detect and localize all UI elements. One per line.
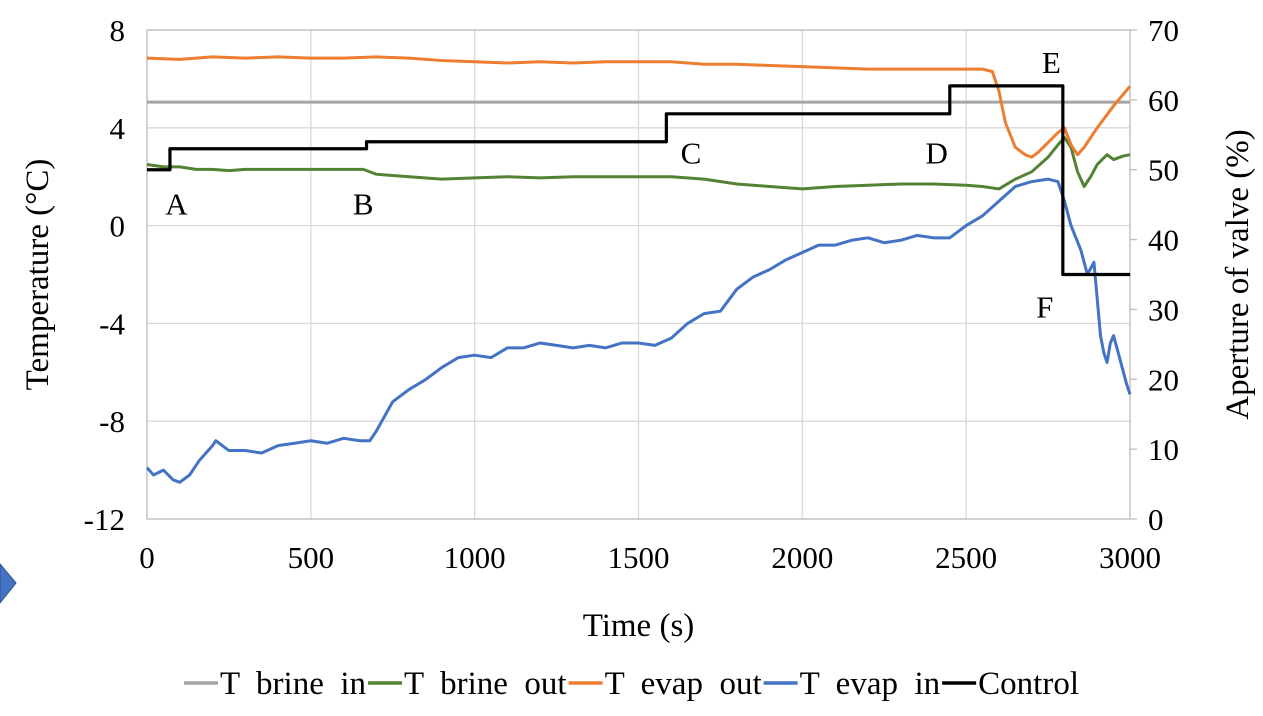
arrow-shape (0, 563, 17, 604)
point-annotation: C (681, 135, 702, 170)
y2-tick-label: 70 (1148, 13, 1179, 48)
y-axis-title: Temperature (°C) (20, 159, 56, 391)
y2-tick-label: 30 (1148, 292, 1179, 327)
y2-axis-title: Aperture of valve (%) (1220, 129, 1256, 419)
legend-label: Control (978, 666, 1079, 702)
y-tick-label: -12 (84, 502, 125, 537)
y2-tick-label: 60 (1148, 83, 1179, 118)
legend-item: T evap in (763, 666, 941, 702)
series-line (146, 136, 1131, 191)
series-lines (145, 55, 1132, 484)
point-annotation: B (353, 187, 374, 222)
legend: T brine in T brine out T evap out T evap in… (184, 666, 1079, 702)
y-tick-label: -4 (99, 306, 125, 341)
legend-item: T brine out (368, 666, 567, 702)
x-tick-label: 3000 (1099, 540, 1161, 575)
legend-item: T brine in (184, 666, 366, 702)
point-annotation: F (1036, 289, 1053, 324)
point-annotation: A (165, 187, 188, 222)
y-tick-label: 0 (110, 209, 126, 244)
x-tick-label: 0 (139, 540, 155, 575)
legend-item: Control (942, 666, 1079, 702)
x-tick-label: 2500 (935, 540, 997, 575)
point-annotation: E (1042, 45, 1061, 80)
y-tick-label: 8 (110, 13, 126, 48)
y2-tick-label: 50 (1148, 153, 1179, 188)
x-tick-label: 2000 (771, 540, 833, 575)
legend-label: T brine out (404, 666, 567, 702)
y2-tick-label: 10 (1148, 432, 1179, 467)
y2-tick-label: 40 (1148, 223, 1179, 258)
legend-label: T evap out (605, 666, 762, 702)
point-annotations: A B C D E F (165, 45, 1061, 325)
x-tick-label: 1000 (444, 540, 506, 575)
y2-tick-label: 20 (1148, 362, 1179, 397)
series-line (145, 177, 1132, 484)
axis-ticks: 0 500 1000 1500 2000 2500 3000 -12 -8 -4 0 4 8 0 10 20 3… (84, 13, 1179, 575)
legend-label: T evap in (800, 666, 941, 702)
x-tick-label: 1500 (608, 540, 670, 575)
point-annotation: D (925, 135, 947, 170)
y-tick-label: 4 (110, 111, 126, 146)
y-tick-label: -8 (99, 404, 125, 439)
series-line (147, 84, 1130, 277)
x-axis-title: Time (s) (583, 608, 695, 644)
legend-label: T brine in (220, 666, 366, 702)
y2-tick-label: 0 (1148, 502, 1164, 537)
series-line (146, 55, 1132, 159)
x-tick-label: 500 (288, 540, 335, 575)
legend-item: T evap out (568, 666, 762, 702)
